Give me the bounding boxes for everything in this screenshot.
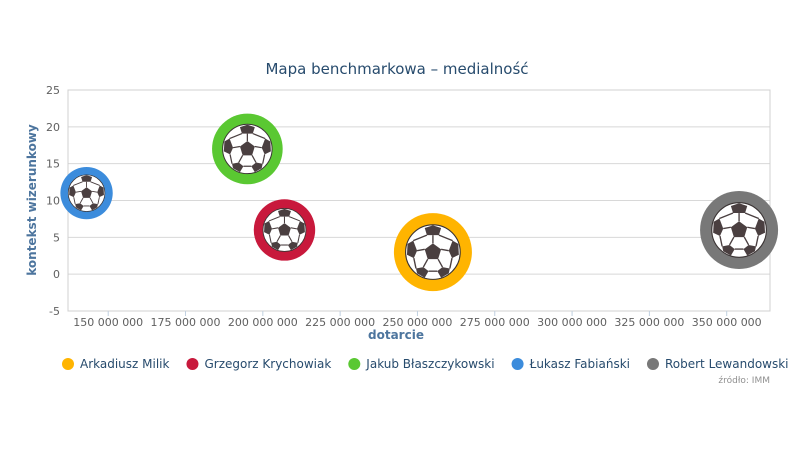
soccer-ball-icon — [223, 124, 272, 173]
y-axis: -5 0 5 10 15 20 25 — [46, 84, 60, 318]
y-tick-label: 25 — [46, 84, 60, 97]
x-tick-label: 200 000 000 — [228, 316, 298, 329]
legend-label: Robert Lewandowski — [665, 357, 789, 371]
soccer-ball-icon — [712, 203, 767, 258]
x-tick-label: 300 000 000 — [537, 316, 607, 329]
x-tick-label: 250 000 000 — [382, 316, 452, 329]
legend-label: Arkadiusz Milik — [80, 357, 170, 371]
y-tick-label: 10 — [46, 195, 60, 208]
legend-marker — [511, 358, 524, 370]
soccer-ball-icon — [263, 208, 306, 251]
x-tick-label: 350 000 000 — [692, 316, 762, 329]
chart-title: Mapa benchmarkowa – medialność — [265, 60, 528, 78]
y-tick-label: 15 — [46, 158, 60, 171]
x-tick-label: 150 000 000 — [73, 316, 143, 329]
legend-label: Jakub Błaszczykowski — [365, 357, 494, 371]
bubble-point[interactable] — [700, 191, 778, 269]
bubble-point[interactable] — [212, 114, 283, 185]
x-axis: 150 000 000 175 000 000 200 000 000 225 000… — [73, 311, 762, 329]
soccer-ball-icon — [406, 225, 461, 280]
legend-item[interactable]: Grzegorz Krychowiak — [186, 357, 331, 371]
bubble-point[interactable] — [394, 213, 472, 291]
bubble-series — [60, 114, 778, 291]
legend-marker — [348, 358, 361, 370]
legend-item[interactable]: Robert Lewandowski — [646, 357, 789, 371]
legend-label: Grzegorz Krychowiak — [204, 357, 331, 371]
y-tick-label: 20 — [46, 121, 60, 134]
y-axis-title: kontekst wizerunkowy — [25, 124, 39, 276]
x-tick-label: 275 000 000 — [460, 316, 530, 329]
legend-label: Łukasz Fabiański — [529, 357, 630, 371]
legend[interactable]: Arkadiusz Milik Grzegorz Krychowiak Jakub … — [62, 357, 789, 371]
legend-item[interactable]: Arkadiusz Milik — [62, 357, 170, 371]
legend-item[interactable]: Jakub Błaszczykowski — [348, 357, 495, 371]
y-tick-label: 5 — [53, 231, 60, 244]
legend-item[interactable]: Łukasz Fabiański — [511, 357, 630, 371]
y-tick-label: -5 — [49, 305, 60, 318]
bubble-point[interactable] — [254, 199, 315, 260]
y-tick-label: 0 — [53, 268, 60, 281]
credits-label: źródło: IMM — [718, 375, 770, 386]
legend-marker — [62, 358, 74, 370]
legend-marker — [186, 358, 199, 370]
x-tick-label: 225 000 000 — [305, 316, 375, 329]
x-axis-title: dotarcie — [368, 328, 424, 342]
soccer-ball-icon — [68, 175, 105, 212]
x-tick-label: 325 000 000 — [614, 316, 684, 329]
legend-marker — [646, 358, 659, 370]
bubble-point[interactable] — [60, 167, 112, 219]
x-tick-label: 175 000 000 — [151, 316, 221, 329]
